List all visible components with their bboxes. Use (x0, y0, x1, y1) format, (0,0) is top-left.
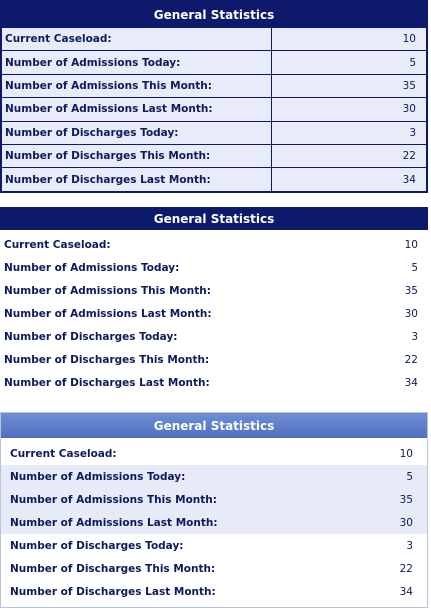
table-title: General Statistics (2, 2, 426, 27)
table-row: Number of Discharges Last Month: 34 (0, 371, 428, 394)
row-label: Number of Discharges Last Month: (10, 585, 216, 598)
row-value: 30 (402, 103, 416, 116)
row-label: Number of Admissions This Month: (10, 493, 217, 506)
table-row: Number of Discharges Last Month: 34 (2, 167, 426, 191)
stats-table: General Statistics Current Caseload: 10 Num… (0, 207, 428, 394)
row-label: Number of Admissions This Month: (2, 74, 272, 98)
row-value: 3 (409, 126, 416, 139)
table-row: Number of Admissions This Month: 35 (0, 279, 428, 302)
table-row: Current Caseload: 10 (2, 27, 426, 51)
table-row: Number of Admissions This Month: 35 (2, 73, 426, 98)
stats-table: General Statistics Current Caseload: 10 Num… (0, 0, 428, 193)
row-label: Number of Admissions Today: (10, 470, 186, 483)
table-body: Current Caseload: 10 Number of Admissions … (0, 230, 428, 394)
row-value: 5 (409, 56, 416, 69)
row-label: Number of Discharges This Month: (10, 562, 216, 575)
row-value: 3 (406, 539, 413, 552)
row-label: Number of Admissions Today: (4, 261, 180, 274)
table-row: Number of Discharges Today: 3 (2, 120, 426, 144)
table-body: Current Caseload: 10 Number of Admissions … (1, 438, 427, 603)
row-label: Number of Admissions This Month: (4, 284, 211, 297)
row-value: 10 (402, 33, 416, 46)
table-row: Number of Discharges Today: 3 (0, 325, 428, 348)
table-row: Number of Discharges Last Month: 34 (1, 580, 427, 603)
table-body: Current Caseload: 10 Number of Admissions … (2, 27, 426, 191)
row-value: 22 (399, 562, 413, 575)
row-label: Current Caseload: (4, 238, 111, 251)
row-label: Number of Discharges Today: (4, 330, 178, 343)
row-value: 35 (404, 284, 418, 297)
row-label: Number of Discharges This Month: (4, 353, 210, 366)
table-row: Number of Discharges Today: 3 (1, 534, 427, 557)
row-value: 35 (399, 493, 413, 506)
row-value: 30 (399, 516, 413, 529)
table-row: Number of Discharges This Month: 22 (0, 348, 428, 371)
row-label: Current Caseload: (2, 28, 272, 51)
table-row: Number of Admissions This Month: 35 (1, 488, 427, 511)
row-value: 3 (411, 330, 418, 343)
table-title: General Statistics (1, 413, 427, 438)
row-value: 22 (404, 353, 418, 366)
stats-table: General Statistics Current Caseload: 10 Num… (0, 412, 428, 608)
row-label: Number of Discharges Last Month: (2, 168, 272, 191)
table-row: Number of Admissions Today: 5 (2, 50, 426, 74)
row-value: 30 (404, 307, 418, 320)
row-value: 34 (402, 173, 416, 186)
row-label: Number of Discharges Today: (10, 539, 184, 552)
row-label: Number of Discharges This Month: (2, 144, 272, 168)
row-label: Current Caseload: (10, 447, 117, 460)
table-row: Number of Admissions Today: 5 (0, 256, 428, 279)
table-row: Number of Admissions Today: 5 (1, 465, 427, 488)
table-row: Number of Discharges This Month: 22 (1, 557, 427, 580)
row-value: 10 (399, 447, 413, 460)
table-row: Number of Admissions Last Month: 30 (2, 97, 426, 121)
row-value: 34 (399, 585, 413, 598)
table-row: Number of Admissions Last Month: 30 (0, 302, 428, 325)
row-label: Number of Admissions Last Month: (4, 307, 212, 320)
table-row: Current Caseload: 10 (0, 233, 428, 256)
row-value: 10 (404, 238, 418, 251)
row-value: 34 (404, 376, 418, 389)
row-value: 35 (402, 79, 416, 92)
row-label: Number of Discharges Last Month: (4, 376, 210, 389)
table-title: General Statistics (0, 207, 428, 230)
row-label: Number of Admissions Last Month: (2, 98, 272, 121)
row-value: 22 (402, 150, 416, 163)
table-row: Current Caseload: 10 (1, 442, 427, 465)
row-value: 5 (411, 261, 418, 274)
table-row: Number of Discharges This Month: 22 (2, 143, 426, 168)
table-row: Number of Admissions Last Month: 30 (1, 511, 427, 534)
row-label: Number of Admissions Last Month: (10, 516, 218, 529)
row-label: Number of Admissions Today: (2, 51, 272, 74)
row-value: 5 (406, 470, 413, 483)
row-label: Number of Discharges Today: (2, 121, 272, 144)
